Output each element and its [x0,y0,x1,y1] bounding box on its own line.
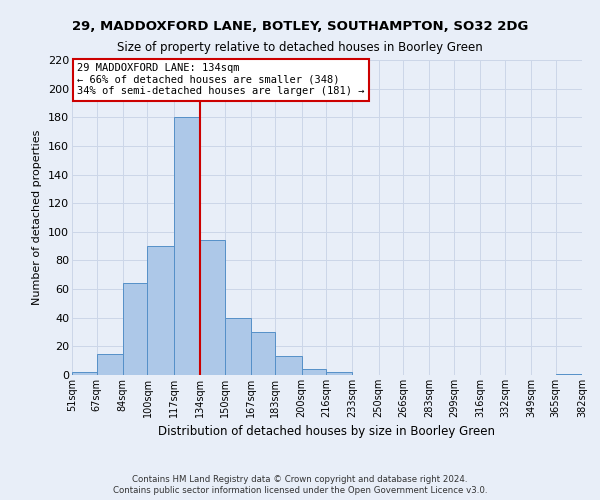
Text: Size of property relative to detached houses in Boorley Green: Size of property relative to detached ho… [117,41,483,54]
Bar [97,354,123,375]
Bar [148,246,173,375]
Bar [326,372,352,375]
Bar [275,356,302,375]
Bar [72,372,97,375]
Bar [123,284,148,375]
Text: 29, MADDOXFORD LANE, BOTLEY, SOUTHAMPTON, SO32 2DG: 29, MADDOXFORD LANE, BOTLEY, SOUTHAMPTON… [72,20,528,33]
Text: 29 MADDOXFORD LANE: 134sqm
← 66% of detached houses are smaller (348)
34% of sem: 29 MADDOXFORD LANE: 134sqm ← 66% of deta… [77,63,365,96]
Bar [173,118,200,375]
Bar [200,240,224,375]
Text: Contains public sector information licensed under the Open Government Licence v3: Contains public sector information licen… [113,486,487,495]
Bar [251,332,275,375]
Bar [556,374,582,375]
Y-axis label: Number of detached properties: Number of detached properties [32,130,43,305]
Text: Contains HM Land Registry data © Crown copyright and database right 2024.: Contains HM Land Registry data © Crown c… [132,475,468,484]
Bar [302,370,326,375]
X-axis label: Distribution of detached houses by size in Boorley Green: Distribution of detached houses by size … [158,426,496,438]
Bar [224,318,251,375]
